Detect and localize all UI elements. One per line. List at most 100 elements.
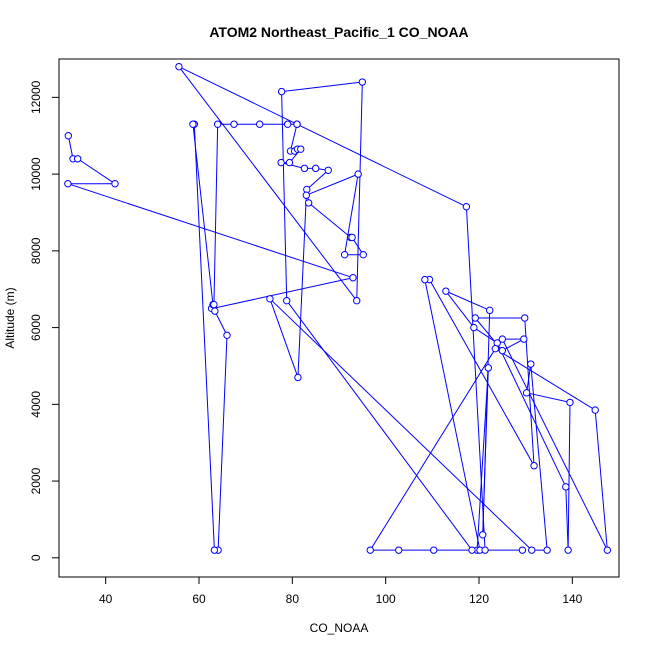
series-segment: [356, 82, 363, 301]
series-segment: [281, 162, 305, 169]
series-segment: [526, 392, 571, 403]
series-segment: [281, 91, 288, 301]
y-tick-label: 10000: [29, 157, 43, 191]
data-point: [421, 275, 429, 284]
series-segment: [476, 367, 489, 551]
series-segment: [496, 342, 567, 488]
data-point: [255, 120, 264, 128]
series-segment: [192, 124, 214, 305]
series-segment: [67, 135, 74, 159]
chart-title: ATOM2 Northeast_Pacific_1 CO_NOAA: [209, 24, 468, 40]
data-point: [283, 297, 291, 305]
x-tick-label: 40: [99, 592, 113, 606]
data-point: [430, 546, 438, 554]
series-segment: [289, 124, 298, 152]
data-point: [603, 546, 612, 554]
series-segment: [297, 195, 307, 378]
data-point: [210, 546, 219, 554]
series-segment: [424, 279, 481, 551]
series-segment: [501, 338, 608, 551]
data-point: [213, 120, 222, 128]
data-point: [562, 483, 570, 491]
data-point: [277, 87, 286, 96]
data-point: [300, 164, 309, 173]
data-point: [366, 546, 374, 554]
data-point: [527, 360, 535, 368]
series-segment: [306, 173, 359, 196]
data-point: [470, 323, 478, 332]
data-point: [491, 344, 500, 353]
data-point: [528, 546, 536, 554]
y-tick-label: 8000: [29, 237, 43, 264]
y-axis-label: Altitude (m): [3, 287, 17, 348]
data-point: [522, 389, 531, 397]
series-segment: [67, 183, 354, 279]
data-point: [442, 287, 450, 295]
data-point: [468, 546, 476, 554]
data-point: [481, 546, 489, 554]
data-point: [395, 546, 403, 554]
series-segment: [269, 298, 533, 551]
data-point: [304, 199, 313, 207]
series-segment: [193, 124, 215, 551]
data-point: [285, 158, 294, 167]
series-segment: [465, 206, 486, 551]
data-point: [294, 373, 302, 382]
series-segment: [217, 335, 228, 551]
data-point: [283, 120, 292, 128]
x-tick-label: 100: [376, 592, 396, 606]
series-segment: [178, 66, 467, 208]
data-point: [293, 120, 301, 128]
series-segment: [594, 410, 608, 551]
data-point: [521, 314, 529, 322]
series-segment: [269, 298, 299, 378]
series-segment: [77, 158, 116, 185]
y-axis: 0 2000 4000 6000 8000 10000 12000: [29, 80, 60, 561]
y-tick-label: 0: [29, 554, 43, 561]
data-point: [462, 203, 471, 211]
series-segment: [281, 81, 363, 93]
data-point: [486, 306, 494, 315]
data-point: [484, 364, 493, 372]
y-tick-label: 2000: [29, 467, 43, 494]
data-point: [349, 274, 357, 282]
data-point: [498, 335, 507, 343]
x-tick-label: 140: [562, 592, 582, 606]
data-point: [311, 164, 320, 173]
data-point: [498, 346, 507, 355]
series-segment: [565, 486, 569, 551]
data-point: [210, 300, 218, 309]
series-segment: [567, 402, 571, 551]
series-segment: [308, 202, 351, 238]
series-segment: [530, 364, 548, 551]
y-tick-label: 4000: [29, 391, 43, 418]
x-axis: 40 60 80 100 120 140: [99, 576, 583, 606]
x-axis-label: CO_NOAA: [310, 621, 369, 635]
data-point: [189, 120, 197, 128]
data-point: [73, 155, 82, 163]
data-point: [302, 191, 311, 199]
data-point: [211, 307, 219, 315]
series-segment: [445, 290, 475, 328]
data-point: [566, 398, 574, 407]
data-point: [230, 120, 238, 128]
series-segment: [212, 277, 354, 309]
data-point: [471, 314, 479, 322]
data-point: [223, 331, 231, 339]
x-tick-label: 60: [192, 592, 206, 606]
data-point: [564, 546, 572, 554]
x-tick-label: 80: [286, 592, 300, 606]
data-point: [359, 250, 367, 259]
series-segment: [306, 169, 329, 190]
series-segment: [214, 310, 228, 336]
y-tick-label: 6000: [29, 314, 43, 341]
series-segment: [213, 124, 219, 305]
data-point: [520, 335, 528, 343]
x-tick-label: 120: [469, 592, 489, 606]
series-segment: [178, 66, 358, 302]
data-point: [591, 406, 599, 414]
data-point: [297, 145, 305, 153]
data-point: [64, 180, 72, 188]
